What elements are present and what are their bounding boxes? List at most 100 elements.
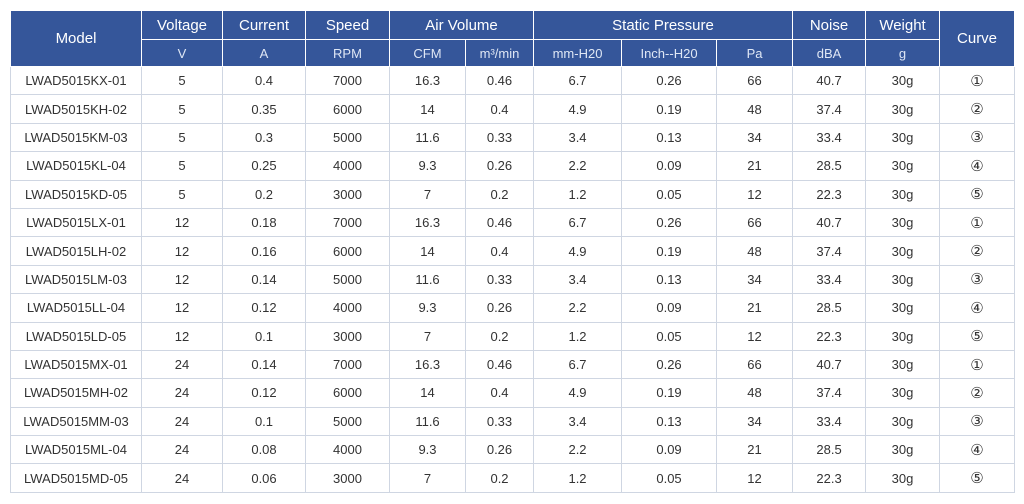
cell-current: 0.14 — [222, 264, 306, 295]
cell-current: 0.4 — [222, 65, 306, 96]
cell-cfm: 11.6 — [389, 406, 466, 437]
cell-cfm: 9.3 — [389, 435, 466, 465]
cell-inch-h20: 0.09 — [621, 151, 718, 181]
cell-weight: 30g — [865, 435, 941, 465]
cell-pa: 48 — [716, 94, 794, 124]
cell-speed: 7000 — [305, 349, 390, 380]
header-noise: Noise — [792, 10, 867, 40]
cell-voltage: 5 — [141, 179, 223, 209]
cell-inch-h20: 0.19 — [621, 378, 718, 408]
cell-pa: 21 — [716, 293, 794, 323]
header-air-volume: Air Volume — [388, 10, 535, 40]
cell-model: LWAD5015MH-02 — [10, 378, 142, 408]
cell-mm-h20: 2.2 — [533, 293, 623, 323]
spec-table-body: LWAD5015KX-01 5 0.4 7000 16.3 0.46 6.7 0.26 66 40… — [10, 65, 1016, 493]
cell-current: 0.2 — [222, 179, 306, 209]
cell-speed: 6000 — [305, 378, 390, 408]
cell-current: 0.12 — [222, 378, 306, 408]
cell-model: LWAD5015ML-04 — [10, 435, 142, 465]
cell-cfm: 14 — [389, 236, 466, 266]
cell-voltage: 12 — [141, 236, 223, 266]
cell-inch-h20: 0.19 — [621, 236, 718, 266]
cell-current: 0.08 — [222, 435, 306, 465]
cell-weight: 30g — [865, 179, 941, 209]
cell-pa: 66 — [716, 65, 794, 96]
cell-model: LWAD5015MD-05 — [10, 463, 142, 493]
header-current: Current — [222, 10, 306, 40]
header-row-main: Model Voltage Current Speed Air Volume S… — [10, 10, 1016, 67]
cell-inch-h20: 0.26 — [621, 207, 718, 238]
cell-speed: 6000 — [305, 94, 390, 124]
cell-model: LWAD5015MM-03 — [10, 406, 142, 437]
cell-pa: 34 — [716, 122, 794, 153]
cell-m3-min: 0.46 — [464, 349, 535, 380]
cell-mm-h20: 3.4 — [533, 122, 623, 153]
cell-noise: 40.7 — [792, 349, 867, 380]
cell-noise: 33.4 — [792, 122, 867, 153]
cell-noise: 37.4 — [792, 94, 867, 124]
cell-cfm: 14 — [389, 378, 466, 408]
cell-noise: 33.4 — [792, 406, 867, 437]
cell-weight: 30g — [865, 207, 941, 238]
cell-mm-h20: 6.7 — [533, 65, 623, 96]
cell-current: 0.06 — [222, 463, 306, 493]
cell-cfm: 7 — [389, 179, 466, 209]
cell-noise: 28.5 — [792, 151, 867, 181]
cell-speed: 7000 — [305, 207, 390, 238]
cell-model: LWAD5015KD-05 — [10, 179, 142, 209]
cell-weight: 30g — [865, 122, 941, 153]
cell-curve: ⑤ — [939, 321, 1016, 351]
cell-pa: 21 — [716, 151, 794, 181]
cell-pa: 21 — [716, 435, 794, 465]
cell-speed: 5000 — [305, 264, 390, 295]
cell-m3-min: 0.26 — [464, 293, 535, 323]
cell-speed: 5000 — [305, 406, 390, 437]
cell-speed: 3000 — [305, 463, 390, 493]
cell-mm-h20: 4.9 — [533, 378, 623, 408]
cell-weight: 30g — [865, 406, 941, 437]
cell-current: 0.3 — [222, 122, 306, 153]
header-weight: Weight — [865, 10, 941, 40]
cell-current: 0.18 — [222, 207, 306, 238]
header-model: Model — [10, 10, 142, 67]
cell-weight: 30g — [865, 236, 941, 266]
cell-noise: 33.4 — [792, 264, 867, 295]
header-curve: Curve — [939, 10, 1016, 67]
table-row: LWAD5015LD-05 12 0.1 3000 7 0.2 1.2 0.05 12 22.3 3… — [10, 321, 1016, 351]
cell-voltage: 12 — [141, 321, 223, 351]
unit-inch-h20: Inch--H20 — [621, 39, 718, 67]
table-row: LWAD5015ML-04 24 0.08 4000 9.3 0.26 2.2 0.09 21 2… — [10, 435, 1016, 465]
cell-curve: ③ — [939, 264, 1016, 295]
cell-cfm: 16.3 — [389, 349, 466, 380]
table-row: LWAD5015LL-04 12 0.12 4000 9.3 0.26 2.2 0.09 21 2… — [10, 293, 1016, 323]
unit-dba: dBA — [792, 39, 867, 67]
table-row: LWAD5015LX-01 12 0.18 7000 16.3 0.46 6.7 0.26 66… — [10, 207, 1016, 238]
cell-m3-min: 0.4 — [464, 236, 535, 266]
cell-noise: 28.5 — [792, 435, 867, 465]
cell-cfm: 7 — [389, 321, 466, 351]
cell-voltage: 24 — [141, 378, 223, 408]
cell-pa: 66 — [716, 207, 794, 238]
cell-speed: 3000 — [305, 179, 390, 209]
cell-speed: 4000 — [305, 151, 390, 181]
table-row: LWAD5015KH-02 5 0.35 6000 14 0.4 4.9 0.19 48 37.4… — [10, 94, 1016, 124]
cell-voltage: 5 — [141, 65, 223, 96]
cell-voltage: 5 — [141, 94, 223, 124]
table-row: LWAD5015MD-05 24 0.06 3000 7 0.2 1.2 0.05 12 22.3… — [10, 463, 1016, 493]
cell-mm-h20: 1.2 — [533, 463, 623, 493]
cell-curve: ③ — [939, 406, 1016, 437]
cell-curve: ⑤ — [939, 179, 1016, 209]
cell-voltage: 5 — [141, 151, 223, 181]
cell-voltage: 24 — [141, 349, 223, 380]
unit-speed: RPM — [305, 39, 390, 67]
cell-inch-h20: 0.13 — [621, 264, 718, 295]
cell-speed: 3000 — [305, 321, 390, 351]
table-row: LWAD5015KM-03 5 0.3 5000 11.6 0.33 3.4 0.13 34 33… — [10, 122, 1016, 153]
cell-m3-min: 0.33 — [464, 406, 535, 437]
cell-cfm: 9.3 — [389, 151, 466, 181]
cell-weight: 30g — [865, 321, 941, 351]
cell-model: LWAD5015LM-03 — [10, 264, 142, 295]
cell-curve: ① — [939, 207, 1016, 238]
table-row: LWAD5015MH-02 24 0.12 6000 14 0.4 4.9 0.19 48 37.… — [10, 378, 1016, 408]
table-row: LWAD5015LH-02 12 0.16 6000 14 0.4 4.9 0.19 48 37.… — [10, 236, 1016, 266]
